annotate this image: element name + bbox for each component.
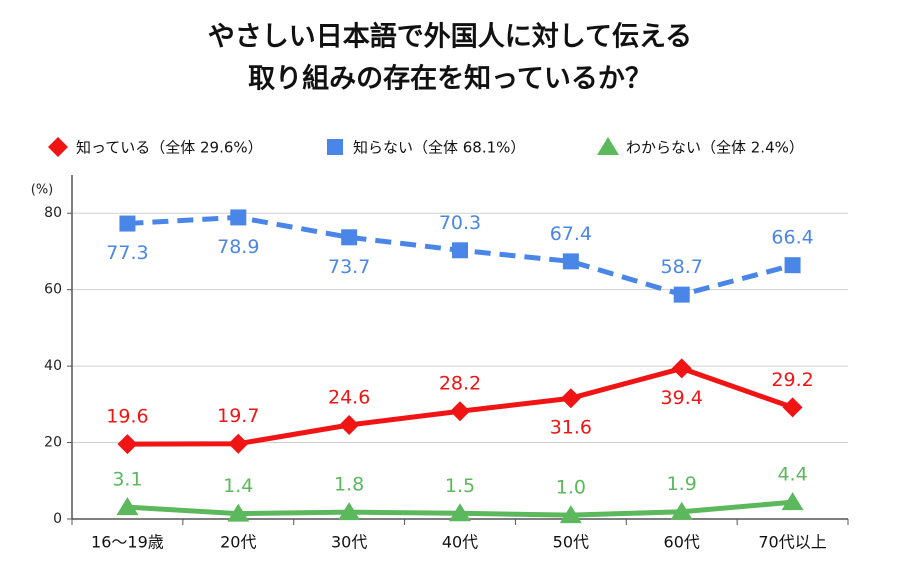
- data-label: 1.4: [223, 475, 253, 497]
- data-label: 31.6: [550, 417, 592, 439]
- data-label: 78.9: [217, 236, 259, 258]
- data-point: [784, 257, 801, 274]
- x-tick-label: 40代: [442, 533, 478, 552]
- data-label: 39.4: [661, 387, 703, 409]
- legend-label: 知らない（全体 68.1%）: [353, 139, 525, 157]
- data-point: [781, 492, 804, 511]
- y-tick-label: 0: [53, 511, 62, 527]
- data-label: 19.7: [217, 405, 259, 427]
- data-point: [228, 433, 249, 454]
- data-label: 4.4: [777, 464, 807, 486]
- data-point: [339, 414, 360, 435]
- data-point: [119, 215, 136, 232]
- data-label: 3.1: [112, 469, 142, 491]
- data-point: [452, 242, 468, 259]
- data-label: 29.2: [771, 369, 813, 391]
- data-point: [116, 497, 139, 516]
- data-point: [449, 503, 471, 522]
- data-label: 58.7: [661, 256, 703, 278]
- data-label: 66.4: [771, 227, 813, 249]
- data-point: [673, 286, 690, 303]
- data-point: [559, 505, 582, 524]
- data-point: [670, 501, 693, 520]
- data-point: [117, 434, 138, 455]
- legend-marker: [327, 139, 343, 155]
- legend-label: わからない（全体 2.4%）: [626, 139, 804, 157]
- data-point: [227, 503, 250, 522]
- data-label: 77.3: [106, 242, 148, 264]
- chart-title: やさしい日本語で外国人に対して伝える: [208, 21, 692, 53]
- chart-title: 取り組みの存在を知っているか？: [248, 63, 652, 95]
- legend-marker: [597, 137, 619, 155]
- y-tick-label: 20: [44, 435, 62, 451]
- data-label: 28.2: [439, 373, 481, 395]
- x-tick-label: 50代: [553, 533, 589, 552]
- data-point: [671, 358, 692, 379]
- legend-marker: [48, 137, 68, 157]
- x-tick-label: 60代: [664, 533, 700, 552]
- data-label: 1.5: [445, 475, 475, 497]
- data-point: [338, 502, 361, 521]
- data-label: 1.0: [556, 477, 586, 499]
- y-tick-label: 60: [44, 282, 62, 298]
- data-label: 24.6: [328, 386, 370, 408]
- legend-label: 知っている（全体 29.6%）: [76, 139, 263, 157]
- data-label: 67.4: [550, 223, 592, 245]
- data-point: [560, 388, 581, 409]
- data-point: [450, 401, 470, 422]
- data-label: 73.7: [328, 256, 370, 278]
- data-label: 19.6: [106, 406, 148, 428]
- data-label: 1.9: [667, 473, 697, 495]
- data-point: [341, 229, 358, 246]
- x-tick-label: 20代: [220, 533, 256, 552]
- data-point: [562, 253, 579, 270]
- x-tick-label: 30代: [331, 533, 367, 552]
- x-tick-label: 70代以上: [758, 533, 826, 552]
- y-axis-label: (%): [31, 183, 54, 198]
- data-point: [230, 209, 247, 226]
- y-tick-label: 40: [44, 358, 62, 374]
- y-tick-label: 80: [44, 205, 62, 221]
- data-label: 1.8: [334, 474, 364, 496]
- data-point: [782, 397, 803, 418]
- x-tick-label: 16〜19歳: [91, 533, 164, 552]
- data-label: 70.3: [439, 212, 481, 234]
